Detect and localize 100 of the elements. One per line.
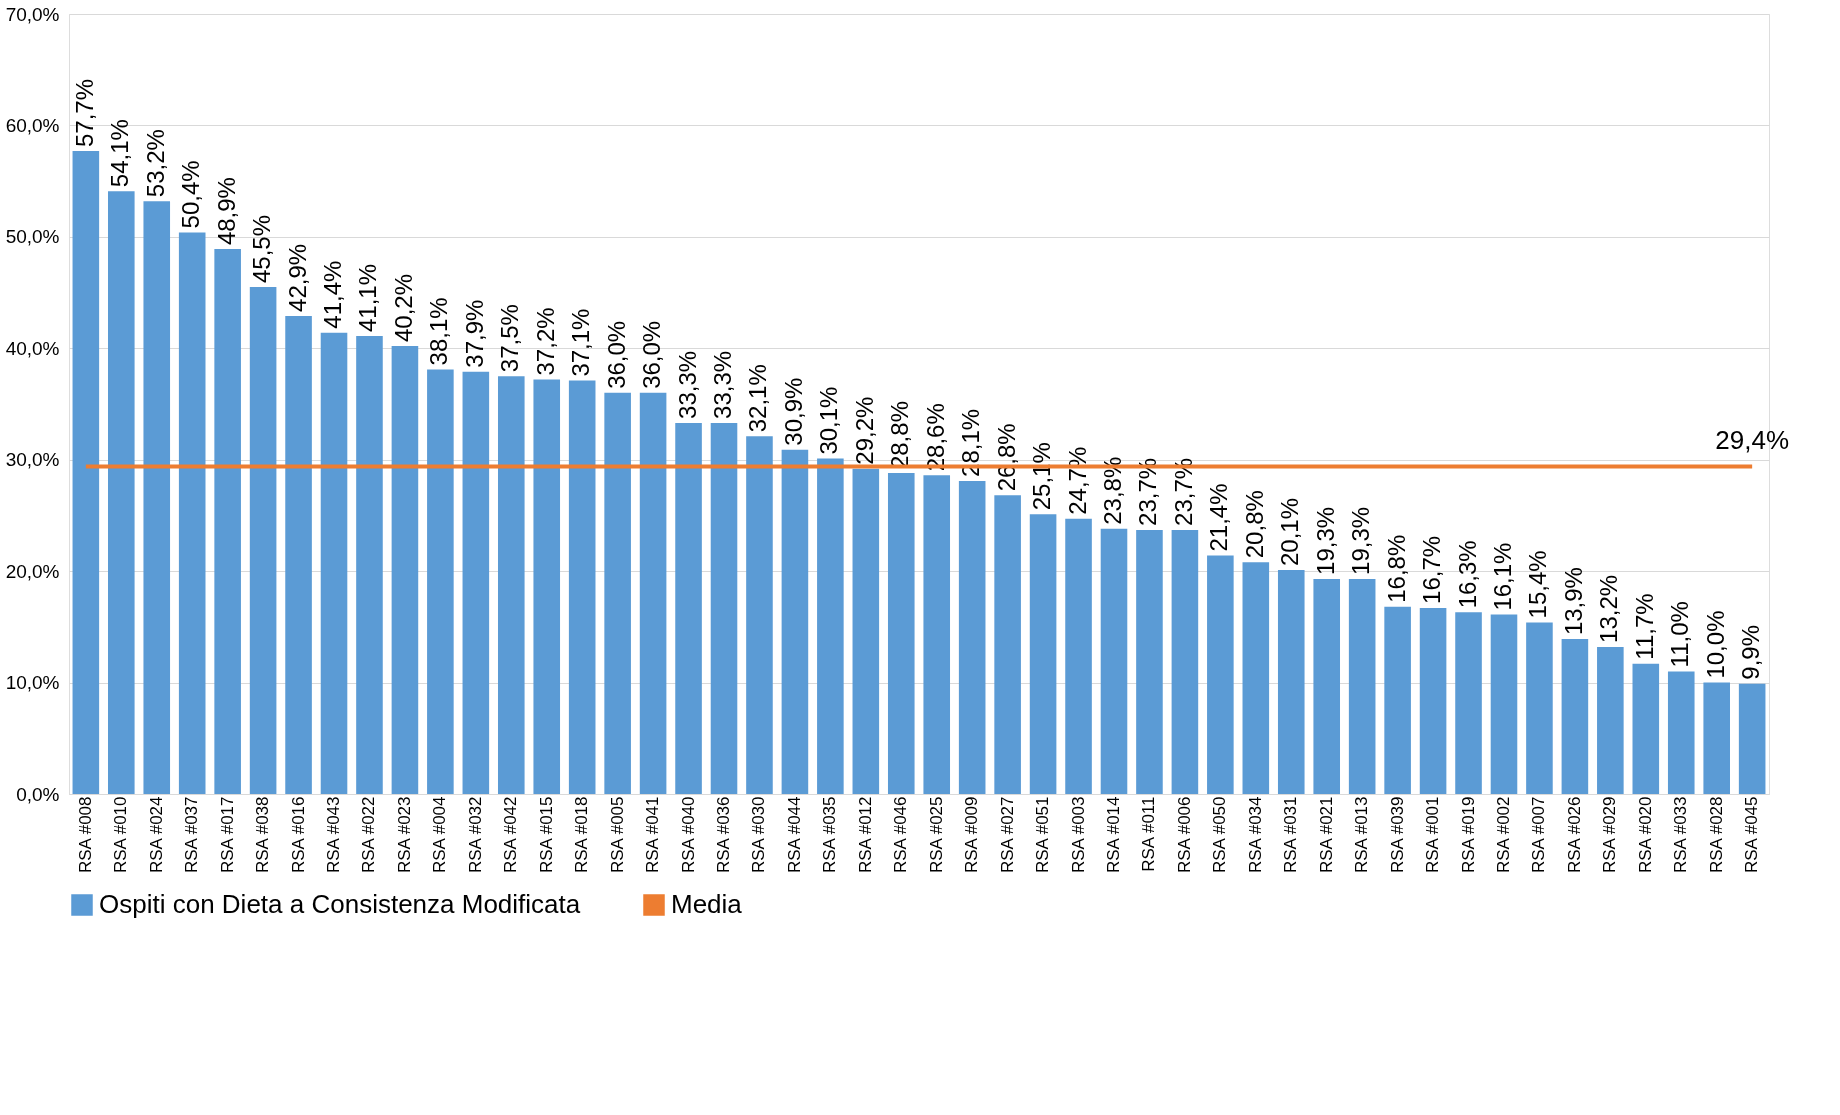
bar: [923, 475, 951, 794]
legend-label: Ospiti con Dieta a Consistenza Modificata: [99, 889, 581, 919]
x-tick-label: RSA #029: [1600, 796, 1620, 874]
x-tick-label: RSA #010: [111, 796, 131, 874]
x-tick-label: RSA #046: [891, 796, 911, 874]
x-tick-label: RSA #016: [288, 796, 308, 874]
bar: [710, 422, 738, 794]
data-label: 25,1%: [1028, 442, 1056, 511]
x-tick-label: RSA #015: [536, 796, 556, 874]
data-label: 19,3%: [1311, 506, 1339, 575]
data-label: 32,1%: [744, 364, 772, 433]
data-label: 45,5%: [248, 214, 276, 283]
bar: [1597, 646, 1624, 794]
bar: [533, 379, 561, 794]
bar: [462, 371, 490, 794]
x-tick-label: RSA #007: [1529, 796, 1549, 874]
bar: [639, 392, 667, 794]
bar: [994, 495, 1021, 794]
x-tick-label: RSA #030: [749, 796, 769, 874]
data-label: 11,0%: [1666, 601, 1694, 668]
data-label: 36,0%: [602, 320, 630, 389]
x-tick-label: RSA #009: [962, 796, 982, 874]
y-tick-label: 10,0%: [5, 672, 60, 694]
data-label: 23,8%: [1098, 456, 1126, 525]
x-tick-label: RSA #044: [784, 796, 804, 874]
x-tick-label: RSA #045: [1742, 796, 1762, 874]
data-label: 48,9%: [212, 177, 240, 246]
bar: [1029, 514, 1057, 794]
bar: [568, 380, 596, 794]
bar: [1419, 607, 1447, 794]
bar: [1207, 555, 1234, 794]
x-tick-label: RSA #025: [926, 796, 946, 874]
data-label: 41,1%: [354, 263, 382, 333]
x-tick-label: RSA #005: [607, 796, 627, 874]
data-label: 30,9%: [779, 377, 807, 446]
x-tick-label: RSA #001: [1423, 796, 1443, 874]
data-label: 24,7%: [1063, 446, 1091, 515]
bar: [1738, 683, 1766, 794]
data-label: 29,4%: [1715, 425, 1790, 456]
bar: [1313, 578, 1341, 794]
x-tick-label: RSA #038: [253, 796, 273, 874]
data-label: 37,1%: [567, 308, 595, 377]
data-label: 15,4%: [1524, 550, 1552, 619]
x-tick-label: RSA #022: [359, 796, 379, 874]
data-label: 20,8%: [1240, 490, 1268, 559]
x-tick-label: RSA #006: [1174, 796, 1194, 874]
x-tick-label: RSA #050: [1210, 796, 1230, 874]
bar: [497, 376, 525, 794]
x-tick-label: RSA #027: [997, 796, 1017, 874]
bar: [958, 480, 986, 794]
data-label: 16,8%: [1382, 534, 1410, 603]
bar: [746, 436, 773, 794]
data-label: 33,3%: [673, 350, 701, 419]
data-label: 26,8%: [992, 423, 1020, 492]
data-label: 33,3%: [709, 350, 737, 419]
data-label: 23,7%: [1134, 457, 1162, 526]
y-tick-label: 0,0%: [16, 783, 60, 805]
data-label: 53,2%: [141, 129, 169, 198]
data-label: 20,1%: [1276, 497, 1304, 567]
bar: [1667, 671, 1695, 794]
data-label: 16,7%: [1418, 535, 1446, 604]
bar: [285, 315, 312, 794]
x-tick-label: RSA #014: [1103, 796, 1123, 874]
y-tick-label: 60,0%: [5, 114, 60, 136]
x-tick-label: RSA #036: [714, 796, 734, 874]
data-label: 30,1%: [815, 386, 843, 455]
bar: [391, 346, 419, 794]
bar: [1277, 570, 1305, 794]
x-tick-label: RSA #021: [1316, 796, 1336, 874]
x-tick-label: RSA #051: [1033, 796, 1053, 874]
x-tick-label: RSA #003: [1068, 796, 1088, 874]
bar: [320, 332, 348, 794]
bar: [108, 191, 135, 794]
data-label: 10,0%: [1701, 610, 1729, 679]
bar: [427, 369, 454, 794]
bar: [887, 473, 915, 794]
data-label: 42,9%: [283, 243, 311, 312]
data-label: 29,2%: [850, 396, 878, 465]
data-label: 37,2%: [531, 307, 559, 376]
x-tick-label: RSA #034: [1245, 796, 1265, 874]
bar: [781, 449, 809, 794]
data-label: 13,9%: [1559, 567, 1587, 636]
data-label: 9,9%: [1737, 624, 1765, 680]
data-label: 38,1%: [425, 297, 453, 366]
x-tick-label: RSA #004: [430, 796, 450, 874]
x-tick-label: RSA #037: [182, 796, 202, 874]
bar: [214, 249, 241, 794]
data-label: 40,2%: [389, 273, 417, 343]
x-tick-label: RSA #013: [1352, 796, 1372, 874]
data-label: 57,7%: [70, 78, 98, 148]
bar: [675, 422, 702, 794]
data-label: 50,4%: [177, 160, 205, 229]
bar: [1136, 529, 1163, 794]
y-tick-label: 70,0%: [5, 3, 60, 25]
data-label: 23,7%: [1169, 457, 1197, 526]
x-tick-label: RSA #019: [1458, 796, 1478, 874]
data-label: 54,1%: [106, 119, 134, 188]
data-label: 41,4%: [319, 260, 347, 329]
x-tick-label: RSA #032: [465, 796, 485, 874]
data-label: 13,2%: [1595, 574, 1623, 643]
